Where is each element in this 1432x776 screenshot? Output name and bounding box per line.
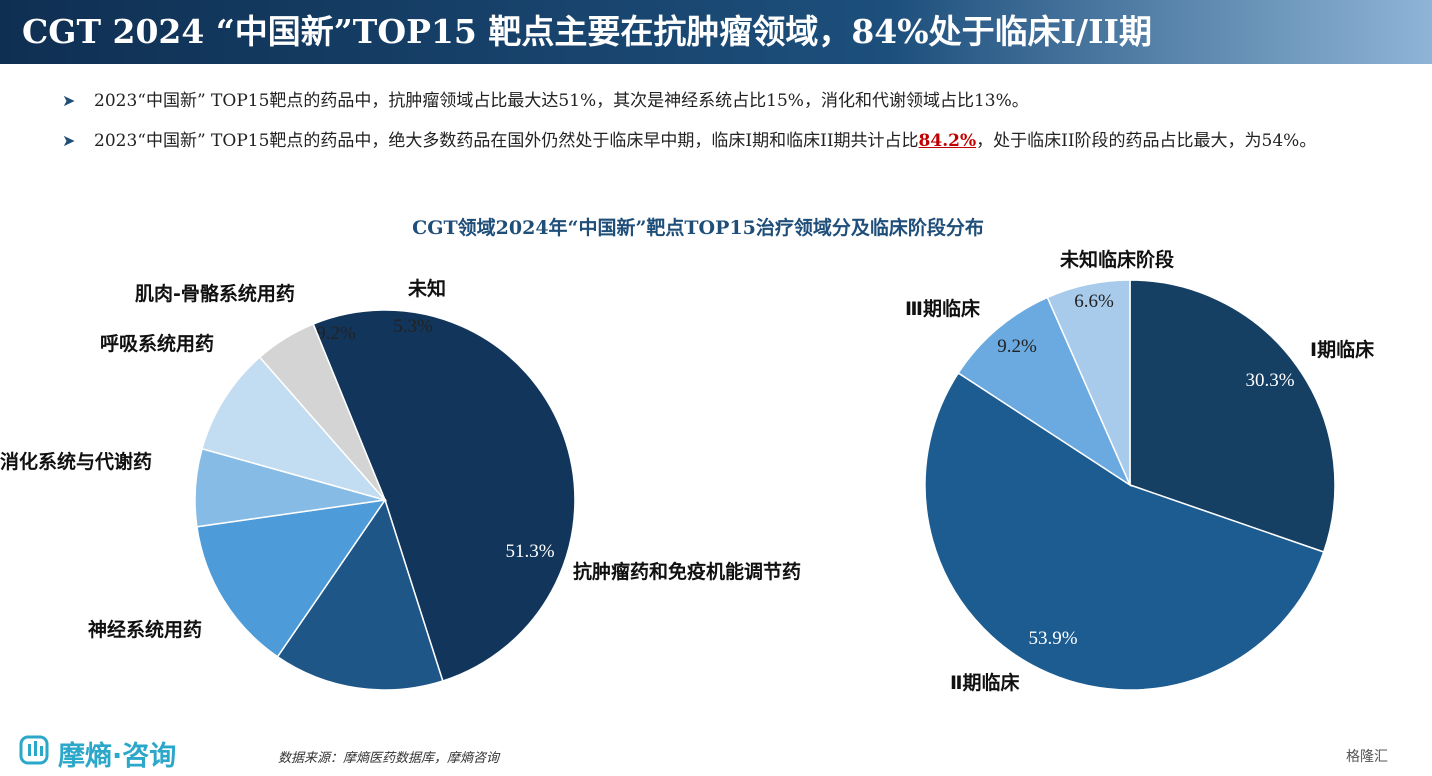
pie-slice bbox=[924, 371, 1325, 691]
moshang-logo-icon bbox=[18, 734, 52, 773]
pie-slice bbox=[276, 498, 444, 691]
highlight-percent: 84.2% bbox=[918, 131, 977, 151]
bullet-item-2: ➤ 2023“中国新” TOP15靶点的药品中，绝大多数药品在国外仍然处于临床早… bbox=[62, 126, 1402, 156]
slice-category-label: Ⅰ期临床 bbox=[1310, 338, 1374, 361]
pie-slice bbox=[312, 309, 576, 682]
slice-category-label: 抗肿瘤药和免疫机能调节药 bbox=[573, 560, 801, 583]
bullet-text-2-before: 2023“中国新” TOP15靶点的药品中，绝大多数药品在国外仍然处于临床早中期… bbox=[94, 131, 919, 151]
slice-value-label: 9.2% bbox=[997, 336, 1037, 357]
page-title: CGT 2024 “中国新”TOP15 靶点主要在抗肿瘤领域，84%处于临床I/… bbox=[22, 12, 1152, 51]
pie-slice bbox=[258, 323, 386, 501]
bullet-text-2-after: ，处于临床II阶段的药品占比最大，为54%。 bbox=[976, 131, 1317, 151]
slice-category-label: 未知临床阶段 bbox=[1059, 248, 1175, 271]
bullet-item-1: ➤ 2023“中国新” TOP15靶点的药品中，抗肿瘤领域占比最大达51%，其次… bbox=[62, 86, 1402, 116]
slice-value-label: 5.3% bbox=[393, 316, 433, 337]
slice-value-label: 51.3% bbox=[505, 541, 554, 562]
slice-category-label: 神经系统用药 bbox=[88, 618, 202, 641]
pie-slice bbox=[957, 296, 1132, 488]
bullet-text-2: 2023“中国新” TOP15靶点的药品中，绝大多数药品在国外仍然处于临床早中期… bbox=[62, 126, 1402, 156]
pie-chart-2: 30.3% Ⅰ期临床 53.9% Ⅱ期临床 9.2% Ⅲ期临床 6.6% 未知临床阶段 bbox=[905, 248, 1374, 694]
pie-slice bbox=[1046, 279, 1131, 486]
arrow-right-icon: ➤ bbox=[62, 131, 76, 150]
pie-slice bbox=[196, 499, 387, 658]
data-source: 数据来源：摩熵医药数据库，摩熵咨询 bbox=[278, 751, 500, 766]
arrow-right-icon: ➤ bbox=[62, 91, 76, 110]
pie-slice bbox=[201, 356, 388, 502]
title-bar: CGT 2024 “中国新”TOP15 靶点主要在抗肿瘤领域，84%处于临床I/… bbox=[0, 0, 1432, 64]
slice-category-label: 消化系统与代谢药 bbox=[0, 450, 152, 473]
slice-category-label: Ⅱ期临床 bbox=[950, 671, 1020, 694]
slice-category-label: 肌肉-骨骼系统用药 bbox=[135, 282, 295, 305]
slice-category-label: Ⅲ期临床 bbox=[905, 297, 980, 320]
slice-value-label: 6.6% bbox=[1074, 291, 1114, 312]
slice-category-label: 呼吸系统用药 bbox=[100, 332, 214, 355]
chart-title: CGT领域2024年“中国新”靶点TOP15治疗领域分及临床阶段分布 bbox=[412, 217, 984, 239]
slice-value-label: 9.2% bbox=[316, 323, 356, 344]
slice-value-label: 53.9% bbox=[1028, 628, 1077, 649]
logo-text: 摩熵·咨询 bbox=[58, 741, 177, 772]
pie-chart-1: 51.3%抗肿瘤药和免疫机能调节药14.5%神经系统用药13.2%消化系统与代谢… bbox=[0, 277, 801, 691]
slice-category-label: 未知 bbox=[407, 277, 446, 300]
corner-watermark: 格隆汇 bbox=[1346, 749, 1388, 765]
footer-logo: 摩熵·咨询 bbox=[18, 734, 176, 773]
pie-slice bbox=[1129, 279, 1336, 553]
bullet-text-1: 2023“中国新” TOP15靶点的药品中，抗肿瘤领域占比最大达51%，其次是神… bbox=[94, 91, 1029, 111]
slice-value-label: 30.3% bbox=[1245, 370, 1294, 391]
